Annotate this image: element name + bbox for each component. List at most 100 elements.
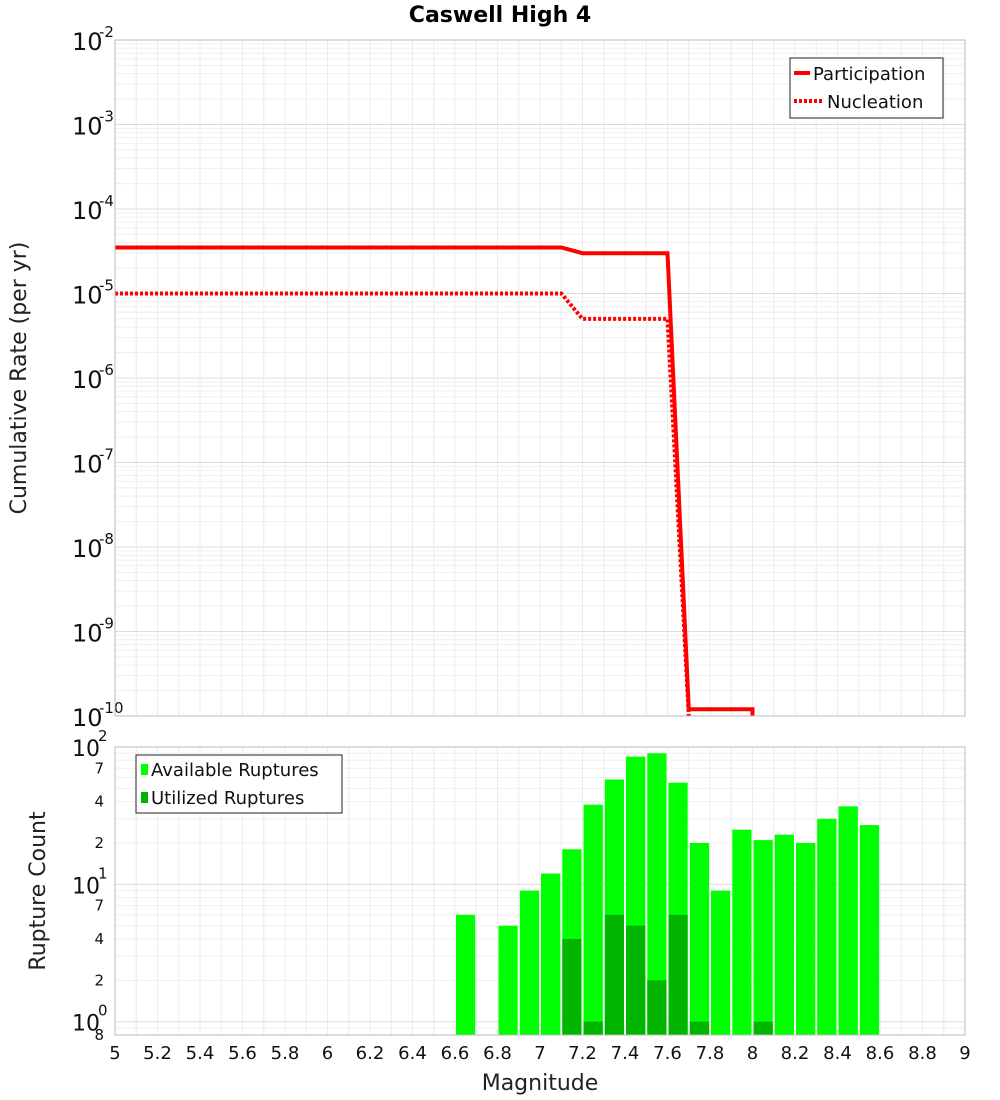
x-tick-label: 9 [959, 1043, 970, 1064]
bottom-y-tick-exponent: 2 [98, 727, 108, 745]
legend-available-swatch [141, 764, 148, 775]
top-y-tick-labels: 10-210-310-410-510-610-710-810-910-10 [72, 23, 124, 732]
top-y-tick-label: 10 [72, 451, 103, 479]
top-gridlines [114, 40, 966, 717]
x-tick-label: 5 [109, 1043, 120, 1064]
top-y-tick-label: 10 [72, 28, 103, 56]
x-tick-label: 7.8 [696, 1043, 725, 1064]
x-tick-label: 6.4 [398, 1043, 427, 1064]
x-tick-label: 7.2 [568, 1043, 597, 1064]
bottom-y-minor-tick-label: 7 [94, 897, 104, 915]
top-y-tick-exponent: -4 [99, 192, 114, 210]
legend-utilized-label: Utilized Ruptures [151, 788, 304, 809]
utilized-ruptures-bar [668, 914, 688, 1035]
top-y-tick-exponent: -3 [99, 108, 114, 126]
bottom-y-tick-exponent: 1 [98, 864, 108, 882]
top-y-tick-exponent: -9 [99, 615, 114, 633]
x-tick-label: 7.6 [653, 1043, 682, 1064]
utilized-ruptures-bar [626, 925, 646, 1035]
top-y-tick-label: 10 [72, 535, 103, 563]
utilized-ruptures-bar [562, 939, 582, 1035]
utilized-ruptures-bar [604, 914, 624, 1035]
x-tick-label: 5.8 [271, 1043, 300, 1064]
top-y-tick-exponent: -2 [99, 23, 114, 41]
available-ruptures-bar [796, 843, 816, 1035]
chart-title: Caswell High 4 [409, 3, 591, 28]
top-y-tick-label: 10 [72, 197, 103, 225]
x-tick-label: 5.4 [186, 1043, 215, 1064]
bottom-y-axis-title: Rupture Count [26, 811, 51, 971]
x-tick-label: 7 [534, 1043, 545, 1064]
legend-nucleation-label: Nucleation [827, 92, 923, 113]
bottom-y-minor-tick-label: 8 [94, 1026, 104, 1044]
bottom-y-tick-label: 10 [72, 737, 100, 762]
bottom-plot-frame [114, 746, 966, 1036]
series-line-participation [115, 245, 755, 716]
top-y-tick-label: 10 [72, 282, 103, 310]
available-ruptures-bar [519, 890, 540, 1035]
top-y-tick-exponent: -6 [99, 361, 114, 379]
legend-available-label: Available Ruptures [151, 760, 319, 781]
x-tick-label: 6 [322, 1043, 333, 1064]
available-ruptures-bar [753, 840, 773, 1035]
top-y-tick-label: 10 [72, 366, 103, 394]
bottom-legend-box [135, 754, 343, 814]
available-ruptures-bar [456, 914, 476, 1035]
bottom-legend: Available Ruptures Utilized Ruptures [135, 754, 343, 814]
top-y-tick-label: 10 [72, 620, 103, 648]
x-tick-label: 5.2 [143, 1043, 172, 1064]
bottom-y-tick-label: 10 [72, 874, 100, 899]
series-line-nucleation [115, 291, 691, 717]
available-ruptures-bar [732, 829, 752, 1035]
top-series-lines [115, 245, 755, 717]
top-legend: Participation Nucleation [789, 57, 944, 119]
available-ruptures-bar [817, 818, 837, 1035]
x-tick-label: 6.8 [483, 1043, 512, 1064]
x-tick-label: 8 [747, 1043, 758, 1064]
x-tick-label: 8.2 [781, 1043, 810, 1064]
bottom-y-minor-tick-label: 2 [94, 971, 104, 989]
x-tick-label: 6.6 [441, 1043, 470, 1064]
utilized-ruptures-bar [689, 1021, 710, 1035]
utilized-ruptures-bar [753, 1021, 773, 1035]
bottom-y-tick-label: 10 [72, 1012, 100, 1037]
utilized-ruptures-bar [583, 1021, 603, 1035]
top-plot-frame [114, 39, 966, 717]
x-tick-label: 8.4 [823, 1043, 852, 1064]
bottom-y-minor-tick-label: 4 [94, 793, 104, 811]
bottom-bars [456, 753, 880, 1035]
x-tick-labels: 5 5.2 5.4 5.6 5.8 6 6.2 6.4 6.6 6.8 7 7.2 7.4 7.6 7.8 8… [109, 1043, 970, 1064]
bottom-y-minor-tick-label: 7 [94, 759, 104, 777]
x-axis-title: Magnitude [482, 1071, 599, 1096]
x-tick-label: 6.2 [356, 1043, 385, 1064]
top-y-tick-exponent: -8 [99, 530, 114, 548]
available-ruptures-bar [583, 804, 603, 1035]
available-ruptures-bar [711, 890, 731, 1035]
top-y-tick-exponent: -5 [99, 277, 114, 295]
available-ruptures-bar [647, 753, 667, 1035]
available-ruptures-bar [689, 843, 710, 1035]
utilized-ruptures-bar [647, 980, 667, 1035]
top-y-tick-label: 10 [72, 113, 103, 141]
x-tick-label: 7.4 [611, 1043, 640, 1064]
top-y-axis-title: Cumulative Rate (per yr) [7, 242, 32, 515]
x-tick-label: 8.6 [866, 1043, 895, 1064]
x-tick-label: 5.6 [228, 1043, 257, 1064]
top-y-tick-exponent: -7 [99, 446, 114, 464]
legend-participation-label: Participation [813, 64, 925, 85]
bottom-y-tick-exponent: 0 [98, 1002, 108, 1020]
legend-utilized-swatch [141, 792, 148, 803]
available-ruptures-bar [838, 806, 858, 1035]
available-ruptures-bar [859, 825, 880, 1035]
available-ruptures-bar [774, 834, 794, 1035]
x-tick-label: 8.8 [908, 1043, 937, 1064]
available-ruptures-bar [498, 925, 518, 1035]
top-y-tick-exponent: -10 [99, 699, 124, 717]
bottom-y-minor-tick-label: 4 [94, 930, 104, 948]
bottom-y-minor-tick-label: 2 [94, 834, 104, 852]
top-y-tick-label: 10 [72, 704, 103, 732]
available-ruptures-bar [541, 873, 561, 1035]
top-legend-box [789, 57, 944, 119]
